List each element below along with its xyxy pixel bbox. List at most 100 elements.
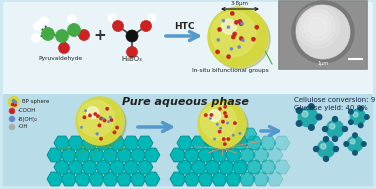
Polygon shape <box>68 136 84 150</box>
Text: -OH: -OH <box>18 125 29 129</box>
Circle shape <box>218 107 222 111</box>
Circle shape <box>233 32 237 36</box>
Polygon shape <box>225 148 241 162</box>
Polygon shape <box>54 160 70 174</box>
Polygon shape <box>246 136 262 150</box>
Circle shape <box>302 111 308 117</box>
Circle shape <box>14 102 16 104</box>
Circle shape <box>9 124 15 130</box>
Polygon shape <box>205 160 221 174</box>
Text: Pure aqueous phase: Pure aqueous phase <box>121 97 249 107</box>
Circle shape <box>198 100 246 148</box>
FancyBboxPatch shape <box>3 94 373 186</box>
Circle shape <box>8 96 20 108</box>
Circle shape <box>239 132 241 135</box>
Polygon shape <box>253 148 269 162</box>
Polygon shape <box>130 172 146 186</box>
Circle shape <box>59 43 70 53</box>
Circle shape <box>210 9 270 69</box>
Circle shape <box>223 143 226 146</box>
Circle shape <box>80 126 83 129</box>
Polygon shape <box>109 160 125 174</box>
Circle shape <box>32 33 41 43</box>
Circle shape <box>232 134 234 136</box>
Circle shape <box>347 136 363 152</box>
Circle shape <box>215 50 220 54</box>
Circle shape <box>106 107 109 110</box>
Polygon shape <box>260 136 276 150</box>
FancyBboxPatch shape <box>3 2 373 97</box>
Circle shape <box>230 11 234 15</box>
Polygon shape <box>88 148 105 162</box>
Polygon shape <box>82 160 98 174</box>
Circle shape <box>334 146 338 152</box>
Circle shape <box>292 1 354 63</box>
Circle shape <box>107 121 110 123</box>
Polygon shape <box>96 160 111 174</box>
Polygon shape <box>61 172 77 186</box>
Polygon shape <box>243 128 257 140</box>
Circle shape <box>79 29 89 40</box>
Polygon shape <box>102 172 118 186</box>
Circle shape <box>323 137 329 142</box>
Circle shape <box>314 146 318 152</box>
Polygon shape <box>198 148 214 162</box>
Polygon shape <box>225 172 241 186</box>
Circle shape <box>224 115 228 118</box>
Circle shape <box>76 97 124 145</box>
Polygon shape <box>212 172 227 186</box>
Polygon shape <box>144 148 160 162</box>
Circle shape <box>238 46 241 49</box>
Circle shape <box>330 124 335 129</box>
Circle shape <box>41 28 55 40</box>
Polygon shape <box>191 160 207 174</box>
Polygon shape <box>123 160 139 174</box>
Text: 1μm: 1μm <box>317 61 329 66</box>
Circle shape <box>296 5 339 48</box>
Polygon shape <box>109 136 125 150</box>
Polygon shape <box>205 136 221 150</box>
Polygon shape <box>88 172 105 186</box>
Circle shape <box>208 7 268 67</box>
Circle shape <box>233 122 237 125</box>
Circle shape <box>227 26 230 29</box>
Circle shape <box>214 138 216 140</box>
Polygon shape <box>177 136 193 150</box>
Circle shape <box>227 137 230 141</box>
Circle shape <box>112 20 123 32</box>
Circle shape <box>226 55 231 59</box>
Circle shape <box>239 36 243 41</box>
Circle shape <box>353 112 358 117</box>
Circle shape <box>241 39 244 42</box>
Circle shape <box>79 101 114 137</box>
Circle shape <box>296 5 350 59</box>
Polygon shape <box>170 172 186 186</box>
Circle shape <box>96 114 100 118</box>
Polygon shape <box>218 160 235 174</box>
Circle shape <box>211 12 256 57</box>
Circle shape <box>251 37 256 41</box>
Circle shape <box>343 126 347 132</box>
Circle shape <box>217 38 220 41</box>
Circle shape <box>218 130 221 133</box>
Polygon shape <box>68 160 84 174</box>
Circle shape <box>14 104 16 106</box>
Polygon shape <box>61 148 77 162</box>
Circle shape <box>323 126 327 132</box>
Circle shape <box>128 56 136 64</box>
Circle shape <box>14 101 17 103</box>
Polygon shape <box>137 136 153 150</box>
Circle shape <box>222 138 225 141</box>
Circle shape <box>296 108 302 113</box>
Circle shape <box>221 120 224 123</box>
Circle shape <box>200 104 237 140</box>
Circle shape <box>349 120 353 124</box>
Polygon shape <box>274 160 290 174</box>
Circle shape <box>9 116 15 122</box>
Circle shape <box>126 30 138 42</box>
Polygon shape <box>239 148 255 162</box>
Circle shape <box>109 116 112 119</box>
Polygon shape <box>47 172 63 186</box>
Circle shape <box>200 102 248 150</box>
Circle shape <box>353 151 357 155</box>
